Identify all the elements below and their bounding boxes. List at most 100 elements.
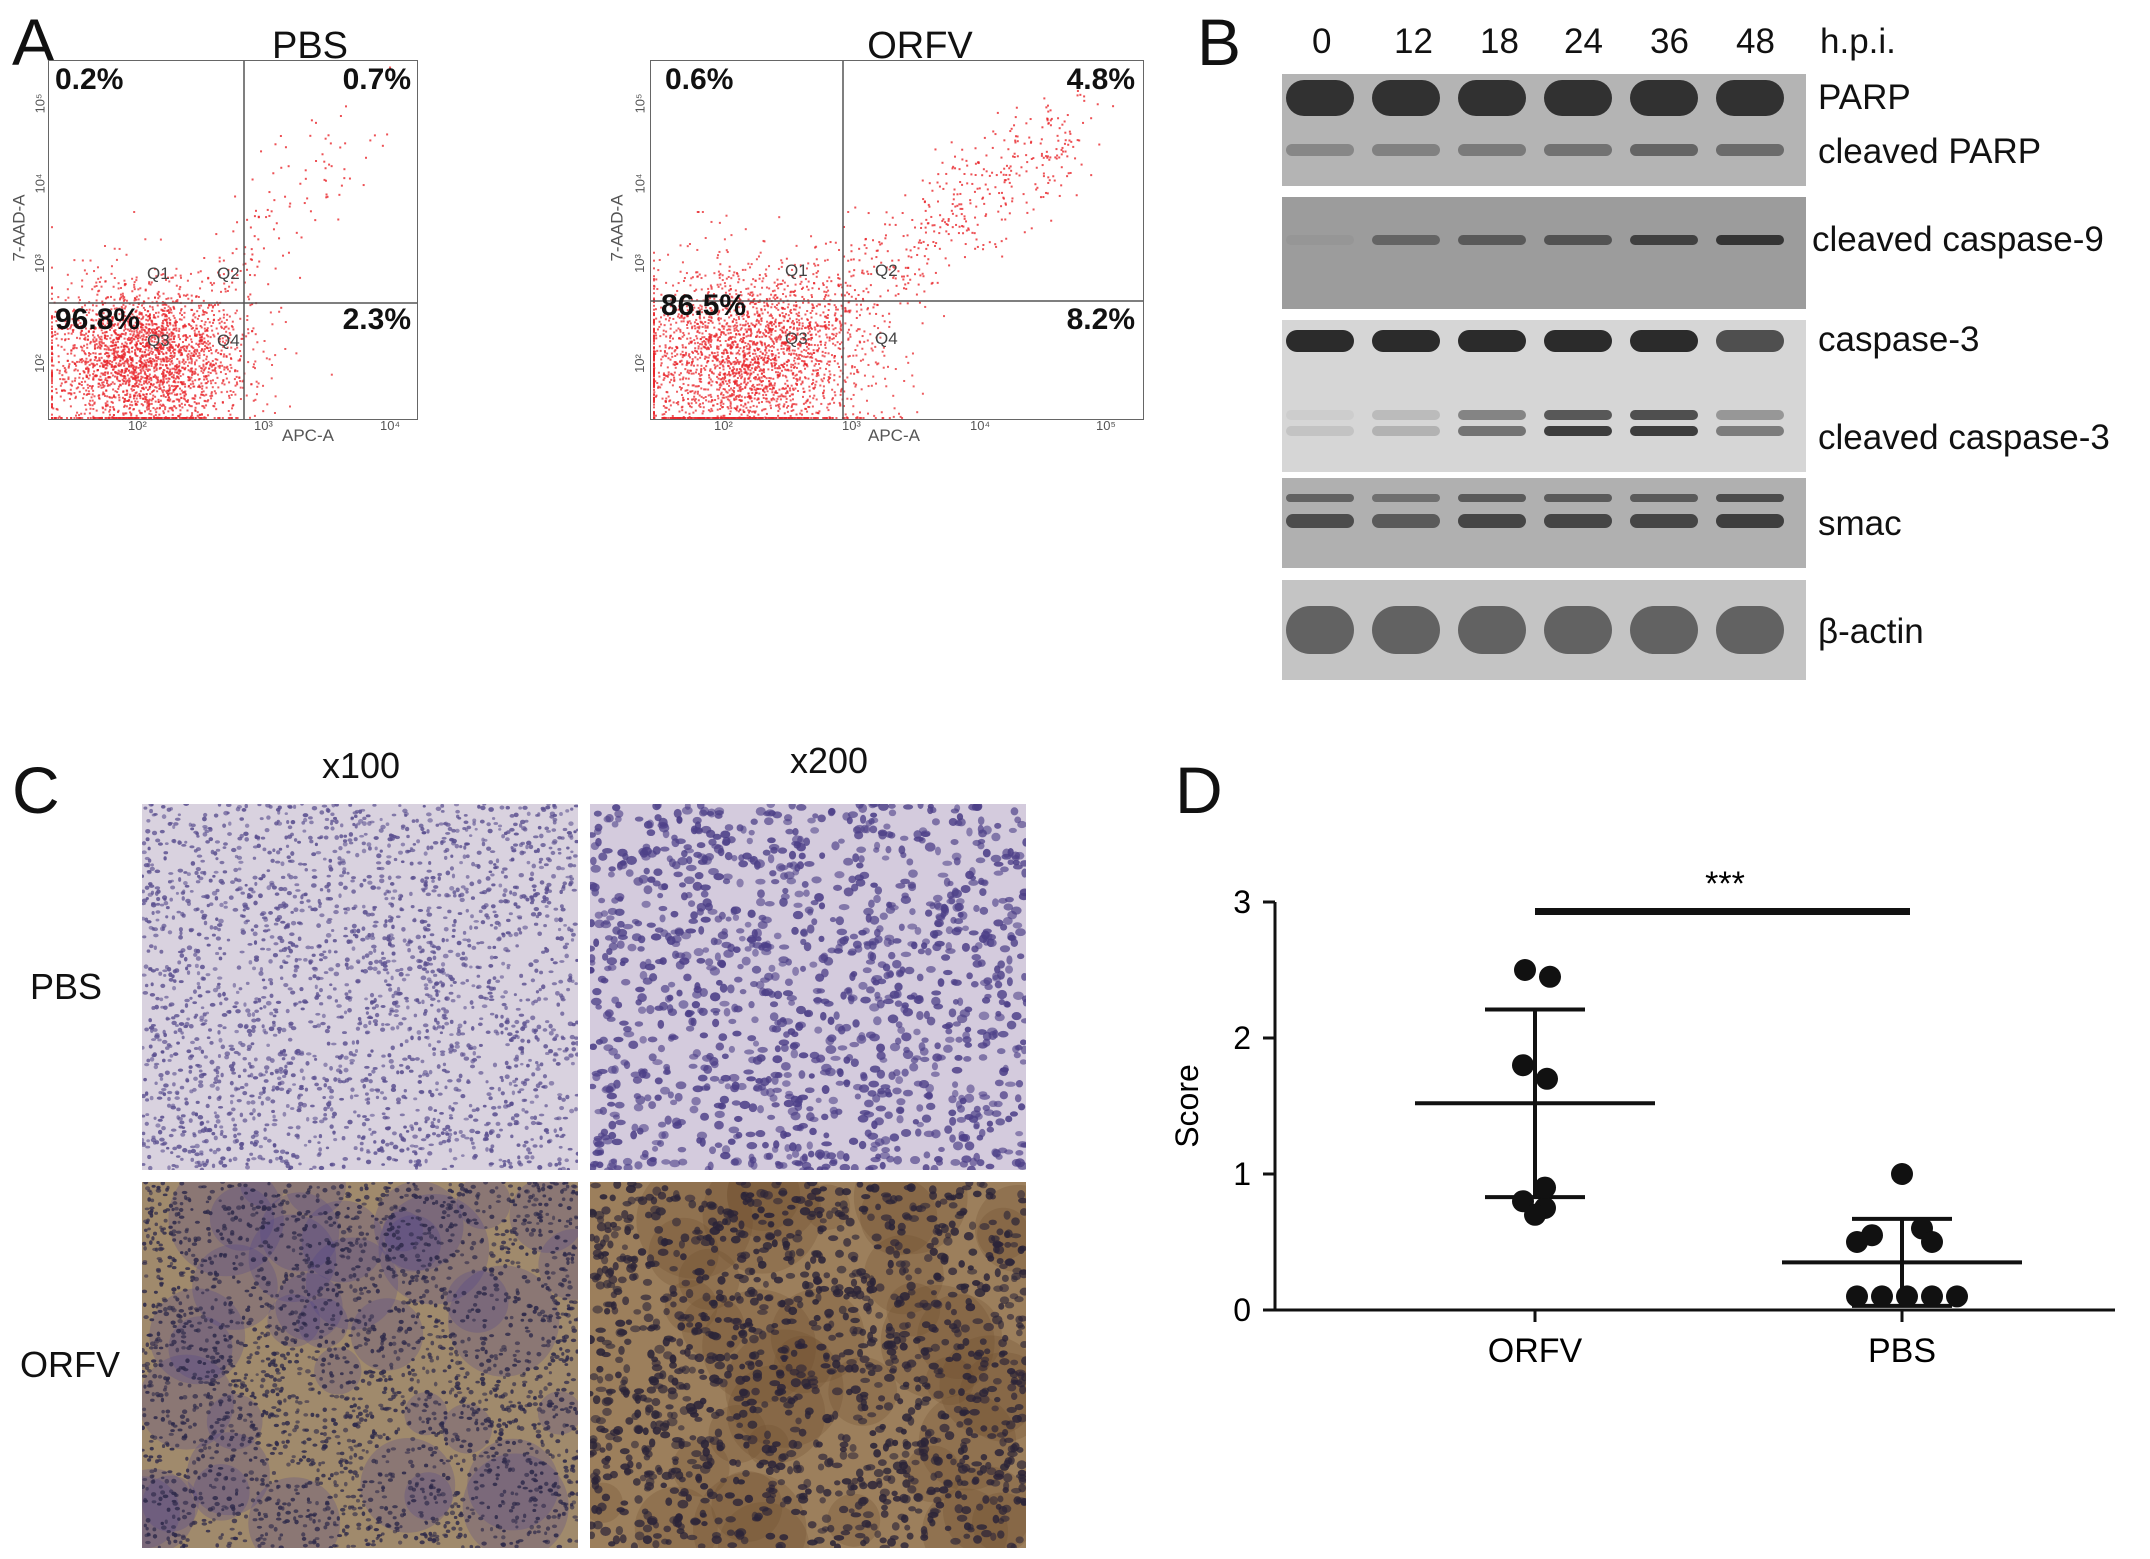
quadrant-q1-percent: 0.2% xyxy=(55,63,124,96)
quadrant-q2-percent: 0.7% xyxy=(342,63,411,96)
x-axis-label: APC-A xyxy=(282,426,334,445)
y-tick-label: 0 xyxy=(1233,1292,1251,1328)
quadrant-q3-percent: 86.5% xyxy=(661,289,747,322)
y-tick-label: 2 xyxy=(1233,1020,1251,1056)
quadrant-q4-percent: 2.3% xyxy=(342,303,411,336)
row-label: PBS xyxy=(30,966,103,1007)
magnification-label: x200 xyxy=(790,740,869,781)
y-tick: 10⁵ xyxy=(632,93,648,114)
blot-band xyxy=(1372,606,1440,654)
quadrant-q3-percent: 96.8% xyxy=(55,303,141,336)
flow-dots xyxy=(51,66,392,419)
data-point xyxy=(1846,1285,1868,1308)
blot-band xyxy=(1286,426,1354,436)
blot-band xyxy=(1286,606,1354,654)
blot-band xyxy=(1372,426,1440,436)
quadrant-label: Q2 xyxy=(217,264,240,283)
data-point xyxy=(1891,1163,1913,1185)
data-point xyxy=(1539,965,1561,988)
cell-nuclei xyxy=(590,804,1026,1170)
quadrant-label: Q3 xyxy=(785,329,808,348)
y-tick: 10³ xyxy=(631,254,647,273)
timepoint-label: 36 xyxy=(1650,22,1689,61)
x-tick: 10⁴ xyxy=(970,418,991,433)
blot-band xyxy=(1458,426,1526,436)
blot-band xyxy=(1286,514,1354,528)
x-tick: 10³ xyxy=(254,418,273,433)
ihc-orfv-x200-image xyxy=(590,1182,1026,1548)
flow-plot-area: 0.6% 4.8% 86.5% 8.2% Q1 Q2 Q3 Q4 xyxy=(650,60,1144,420)
blot-band xyxy=(1372,514,1440,528)
blot-smac xyxy=(1282,478,1806,568)
blot-band xyxy=(1372,494,1440,502)
blot-band xyxy=(1716,410,1784,420)
blot-band xyxy=(1286,494,1354,502)
quadrant-q4-percent: 8.2% xyxy=(1066,303,1135,336)
quadrant-label: Q1 xyxy=(147,264,170,283)
y-tick: 10⁴ xyxy=(632,173,648,194)
blot-band xyxy=(1458,80,1526,116)
quadrant-q1-percent: 0.6% xyxy=(665,63,734,96)
blot-band xyxy=(1372,144,1440,156)
blot-band xyxy=(1372,410,1440,420)
blot-band xyxy=(1716,80,1784,116)
blot-band xyxy=(1630,606,1698,654)
blot-bands xyxy=(1286,80,1784,156)
magnification-label: x100 xyxy=(322,745,401,786)
blot-band xyxy=(1458,494,1526,502)
blot-band xyxy=(1286,144,1354,156)
flow-dot-cloud xyxy=(49,61,417,419)
blot-band xyxy=(1630,494,1698,502)
timepoint-label: 18 xyxy=(1480,22,1519,61)
blot-band xyxy=(1544,426,1612,436)
band-label: β-actin xyxy=(1818,612,1924,651)
quadrant-label: Q3 xyxy=(147,331,170,350)
blot-band xyxy=(1458,235,1526,245)
data-point xyxy=(1534,1176,1556,1199)
y-tick-label: 1 xyxy=(1233,1156,1251,1192)
timepoint-label: 48 xyxy=(1736,22,1775,61)
score-scatter-chart: 0 1 2 3 Score ORFV PBS *** xyxy=(1169,865,2115,1370)
data-point xyxy=(1524,1203,1546,1226)
y-tick: 10³ xyxy=(31,254,47,273)
data-point xyxy=(1921,1285,1943,1308)
blot-bands xyxy=(1286,330,1784,436)
blot-band xyxy=(1716,426,1784,436)
blot-band xyxy=(1630,235,1698,245)
blot-parp xyxy=(1282,74,1806,186)
x-tick: 10⁵ xyxy=(1096,418,1116,433)
panel-d-letter: D xyxy=(1175,753,1223,827)
y-axis-label: Score xyxy=(1169,1064,1205,1148)
blot-band xyxy=(1286,235,1354,245)
blot-band xyxy=(1630,514,1698,528)
blot-band xyxy=(1716,330,1784,352)
plot-group: 0 1 2 3 Score ORFV PBS *** xyxy=(1169,865,2115,1370)
blot-band xyxy=(1544,494,1612,502)
y-tick: 10⁴ xyxy=(32,173,48,194)
data-point xyxy=(1514,959,1536,981)
blot-beta-actin xyxy=(1282,580,1806,680)
hpi-unit-label: h.p.i. xyxy=(1820,22,1896,61)
band-label: cleaved caspase-3 xyxy=(1818,418,2110,457)
timepoint-label: 0 xyxy=(1312,22,1332,61)
blot-band xyxy=(1458,410,1526,420)
data-point xyxy=(1512,1054,1534,1077)
quadrant-label: Q1 xyxy=(785,261,808,280)
blot-band xyxy=(1458,514,1526,528)
y-tick: 10² xyxy=(31,354,47,373)
blot-band xyxy=(1544,80,1612,116)
blot-band xyxy=(1286,410,1354,420)
blot-caspase3 xyxy=(1282,320,1806,472)
blot-band xyxy=(1286,330,1354,352)
blot-band xyxy=(1544,144,1612,156)
x-axis-label: APC-A xyxy=(868,426,920,445)
data-point xyxy=(1896,1285,1918,1308)
x-tick: 10² xyxy=(128,418,147,433)
blot-band xyxy=(1544,410,1612,420)
panel-b-letter: B xyxy=(1197,5,1242,79)
tissue-background xyxy=(142,804,578,1170)
cell-nuclei xyxy=(142,804,578,1170)
blot-band xyxy=(1630,144,1698,156)
timepoint-label: 24 xyxy=(1564,22,1603,61)
data-point xyxy=(1846,1231,1868,1253)
